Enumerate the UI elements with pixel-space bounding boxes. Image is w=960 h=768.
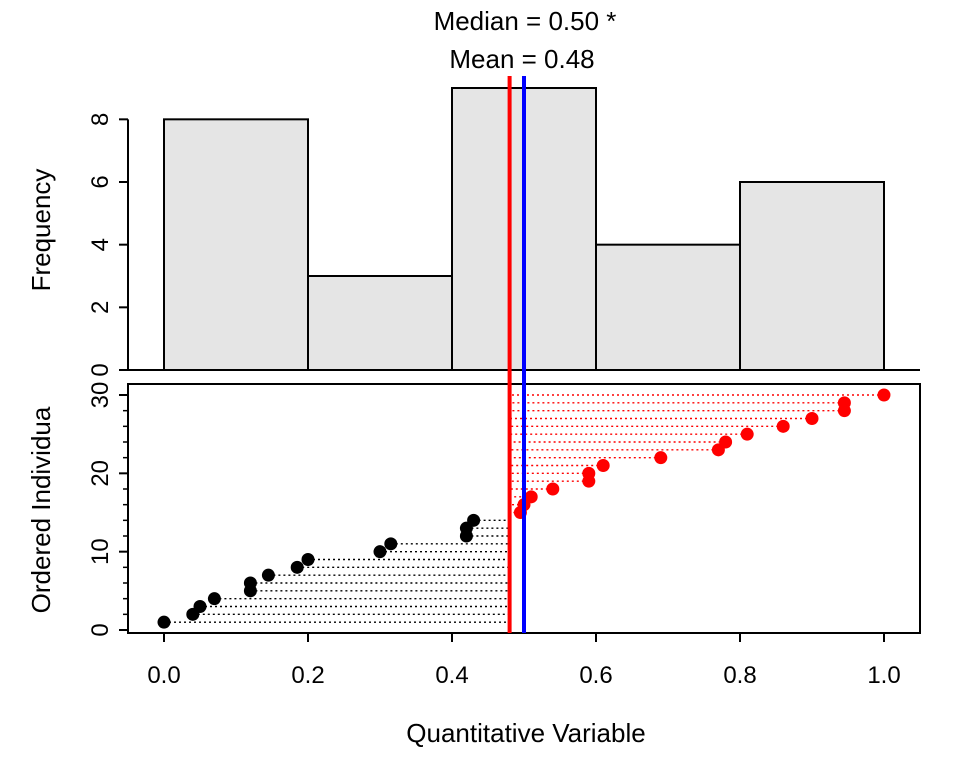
mean-annotation: Mean = 0.48 (449, 44, 594, 74)
histogram-y-tick-label: 8 (87, 113, 114, 126)
point-below-mean (301, 553, 315, 566)
ordered-scatter-panel: 0 10 20 30 0.0 0.2 0.4 0.6 0.8 1.0 Ordered Indiv… (26, 382, 921, 748)
histogram-bar (739, 181, 885, 371)
median-annotation: Median = 0.50 * (434, 6, 617, 36)
scatter-y-tick-label: 30 (87, 382, 114, 409)
reference-lines (507, 76, 526, 633)
x-axis-title: Quantitative Variable (406, 718, 645, 748)
point-below-mean (290, 560, 304, 574)
point-above-mean (805, 412, 819, 425)
scatter-y-tick-label: 20 (87, 460, 114, 487)
scatter-y-tick-label: 10 (87, 538, 114, 565)
point-below-mean (467, 513, 481, 527)
point-above-mean (740, 427, 754, 441)
histogram-y-tick-label: 2 (87, 301, 114, 314)
point-below-mean (261, 568, 275, 582)
x-tick-label: 0.6 (579, 662, 612, 689)
x-tick-label: 0.4 (435, 662, 468, 689)
point-above-mean (654, 451, 668, 465)
histogram-y-axis-title: Frequency (26, 169, 56, 292)
x-tick-label: 0.2 (291, 662, 324, 689)
point-below-mean (193, 600, 207, 613)
point-below-mean (243, 576, 257, 590)
point-below-mean (157, 615, 171, 629)
point-below-mean (373, 545, 387, 559)
point-below-mean (384, 537, 398, 551)
histogram-bar (307, 275, 453, 371)
point-above-mean (524, 490, 538, 504)
point-above-mean (719, 435, 733, 449)
point-above-mean (776, 419, 790, 433)
scatter-points (157, 388, 891, 629)
histogram-panel: 0 2 4 6 8 Frequency (26, 87, 920, 377)
histogram-y-tick-label: 4 (87, 238, 114, 251)
histogram-bar (595, 243, 741, 372)
scatter-y-axis-title: Ordered Individua (26, 406, 56, 613)
point-above-mean (596, 459, 610, 472)
histogram-y-axis: 0 2 4 6 8 (87, 113, 129, 377)
x-tick-label: 1.0 (867, 662, 900, 689)
scatter-y-tick-label: 0 (87, 623, 114, 636)
histogram-y-tick-label: 0 (87, 363, 114, 376)
point-above-mean (877, 388, 891, 402)
point-below-mean (207, 592, 221, 606)
scatter-y-axis: 0 10 20 30 (87, 382, 128, 637)
x-tick-label: 0.0 (147, 662, 180, 689)
point-above-mean (546, 482, 560, 496)
scatter-guide-lines (164, 394, 884, 623)
histogram-bar (163, 118, 309, 372)
x-tick-label: 0.8 (723, 662, 756, 689)
point-above-mean (837, 396, 851, 410)
histogram-y-tick-label: 6 (87, 175, 114, 188)
scatter-x-axis: 0.0 0.2 0.4 0.6 0.8 1.0 (147, 633, 901, 689)
point-above-mean (582, 466, 596, 480)
